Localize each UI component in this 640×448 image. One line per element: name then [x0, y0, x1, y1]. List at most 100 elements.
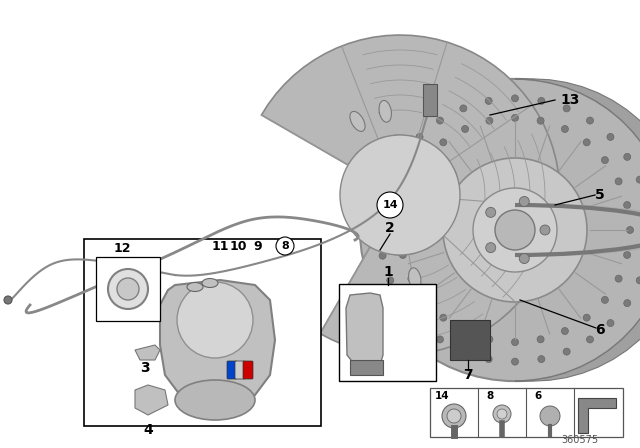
Ellipse shape — [399, 153, 406, 160]
Ellipse shape — [563, 348, 570, 355]
FancyBboxPatch shape — [235, 361, 245, 379]
Ellipse shape — [416, 134, 423, 140]
Circle shape — [519, 254, 529, 263]
Text: 3: 3 — [140, 361, 150, 375]
Ellipse shape — [538, 97, 545, 104]
Polygon shape — [135, 345, 160, 360]
Ellipse shape — [422, 157, 429, 164]
FancyBboxPatch shape — [339, 284, 436, 381]
Ellipse shape — [586, 117, 593, 124]
Ellipse shape — [202, 279, 218, 288]
Ellipse shape — [360, 79, 640, 381]
Circle shape — [497, 409, 507, 419]
Ellipse shape — [615, 178, 622, 185]
Ellipse shape — [511, 358, 518, 365]
Ellipse shape — [563, 105, 570, 112]
Ellipse shape — [397, 227, 403, 233]
Circle shape — [377, 192, 403, 218]
Text: 14: 14 — [382, 200, 398, 210]
Ellipse shape — [561, 327, 568, 335]
Text: 10: 10 — [229, 240, 247, 253]
Ellipse shape — [379, 201, 386, 208]
Ellipse shape — [461, 125, 468, 133]
Ellipse shape — [511, 339, 518, 345]
FancyBboxPatch shape — [227, 361, 237, 379]
Circle shape — [540, 225, 550, 235]
Text: 8: 8 — [281, 241, 289, 251]
Ellipse shape — [537, 336, 544, 343]
Ellipse shape — [511, 114, 518, 121]
Text: 6: 6 — [595, 323, 605, 337]
Polygon shape — [135, 385, 168, 415]
Circle shape — [447, 409, 461, 423]
Ellipse shape — [376, 227, 383, 233]
Ellipse shape — [627, 227, 634, 233]
Polygon shape — [350, 360, 383, 375]
Ellipse shape — [436, 117, 444, 124]
Ellipse shape — [602, 297, 609, 303]
Ellipse shape — [624, 300, 631, 306]
Ellipse shape — [602, 157, 609, 164]
Text: 9: 9 — [253, 240, 262, 253]
Ellipse shape — [485, 356, 492, 362]
Ellipse shape — [615, 275, 622, 282]
Ellipse shape — [436, 336, 444, 343]
Ellipse shape — [387, 176, 394, 183]
FancyBboxPatch shape — [423, 84, 437, 116]
Circle shape — [443, 158, 587, 302]
Ellipse shape — [416, 319, 423, 327]
Polygon shape — [160, 280, 275, 405]
Circle shape — [108, 269, 148, 309]
Ellipse shape — [486, 336, 493, 343]
FancyBboxPatch shape — [429, 388, 623, 436]
Ellipse shape — [486, 117, 493, 124]
Text: 4: 4 — [143, 423, 153, 437]
Circle shape — [473, 188, 557, 272]
Circle shape — [519, 197, 529, 207]
Ellipse shape — [607, 134, 614, 140]
Ellipse shape — [399, 300, 406, 306]
Ellipse shape — [175, 380, 255, 420]
Circle shape — [4, 296, 12, 304]
Circle shape — [486, 207, 496, 217]
Circle shape — [486, 243, 496, 253]
Ellipse shape — [422, 297, 429, 303]
Text: 11: 11 — [211, 240, 228, 253]
Ellipse shape — [623, 251, 630, 258]
Polygon shape — [261, 35, 560, 355]
Text: 1: 1 — [383, 265, 393, 279]
FancyBboxPatch shape — [84, 239, 321, 426]
Ellipse shape — [583, 139, 590, 146]
Circle shape — [540, 406, 560, 426]
Circle shape — [117, 278, 139, 300]
Ellipse shape — [440, 314, 447, 321]
Circle shape — [340, 135, 460, 255]
Polygon shape — [515, 79, 640, 381]
Ellipse shape — [485, 97, 492, 104]
Ellipse shape — [636, 277, 640, 284]
Ellipse shape — [461, 327, 468, 335]
Ellipse shape — [399, 251, 406, 258]
Circle shape — [276, 237, 294, 255]
Ellipse shape — [537, 117, 544, 124]
Ellipse shape — [460, 348, 467, 355]
Ellipse shape — [561, 125, 568, 133]
Circle shape — [493, 405, 511, 423]
Text: 8: 8 — [486, 391, 493, 401]
Text: 7: 7 — [463, 368, 473, 382]
Text: 12: 12 — [113, 241, 131, 254]
Ellipse shape — [460, 105, 467, 112]
Ellipse shape — [379, 100, 392, 122]
Ellipse shape — [511, 95, 518, 102]
Ellipse shape — [538, 356, 545, 362]
Circle shape — [442, 404, 466, 428]
Ellipse shape — [408, 275, 415, 282]
Polygon shape — [346, 293, 383, 368]
Ellipse shape — [379, 252, 386, 259]
Ellipse shape — [586, 336, 593, 343]
Ellipse shape — [399, 202, 406, 209]
Text: 14: 14 — [435, 391, 449, 401]
FancyBboxPatch shape — [243, 361, 253, 379]
Ellipse shape — [624, 153, 631, 160]
Ellipse shape — [187, 283, 203, 292]
